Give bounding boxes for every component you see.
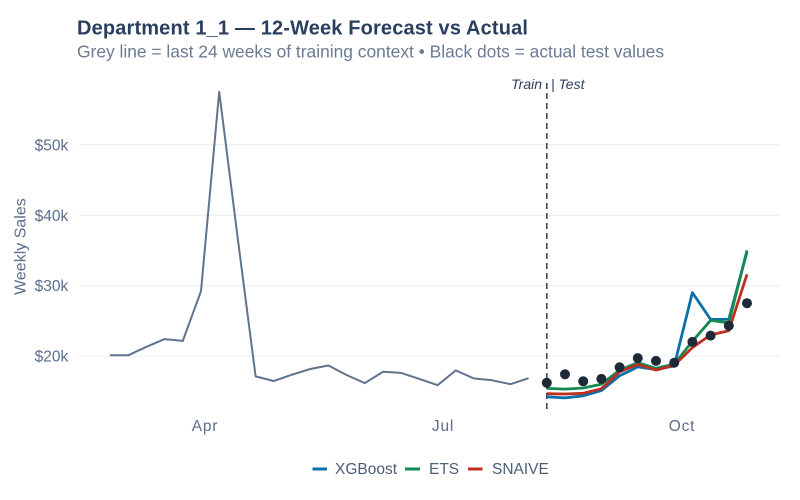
svg-text:Weekly Sales: Weekly Sales xyxy=(13,198,30,295)
svg-text:ETS: ETS xyxy=(429,461,459,478)
svg-text:SNAIVE: SNAIVE xyxy=(492,461,549,478)
svg-text:Grey line = last 24 weeks of t: Grey line = last 24 weeks of training co… xyxy=(77,42,664,62)
svg-text:$30k: $30k xyxy=(35,278,69,295)
svg-text:| Test: | Test xyxy=(551,76,586,92)
svg-text:XGBoost: XGBoost xyxy=(335,461,398,478)
svg-text:Train: Train xyxy=(511,76,542,92)
svg-text:$50k: $50k xyxy=(35,137,69,154)
svg-text:Apr: Apr xyxy=(192,418,219,435)
svg-text:Department 1_1 — 12-Week Forec: Department 1_1 — 12-Week Forecast vs Act… xyxy=(77,18,528,40)
svg-text:Jul: Jul xyxy=(432,418,454,435)
svg-text:$20k: $20k xyxy=(35,349,69,366)
svg-text:$40k: $40k xyxy=(35,208,69,225)
svg-text:Oct: Oct xyxy=(669,418,696,435)
